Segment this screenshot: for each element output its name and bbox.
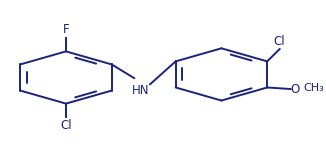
- Text: Cl: Cl: [274, 35, 286, 48]
- Text: CH₃: CH₃: [303, 83, 324, 93]
- Text: O: O: [291, 82, 300, 95]
- Text: F: F: [63, 23, 69, 36]
- Text: HN: HN: [132, 84, 149, 97]
- Text: Cl: Cl: [60, 119, 72, 132]
